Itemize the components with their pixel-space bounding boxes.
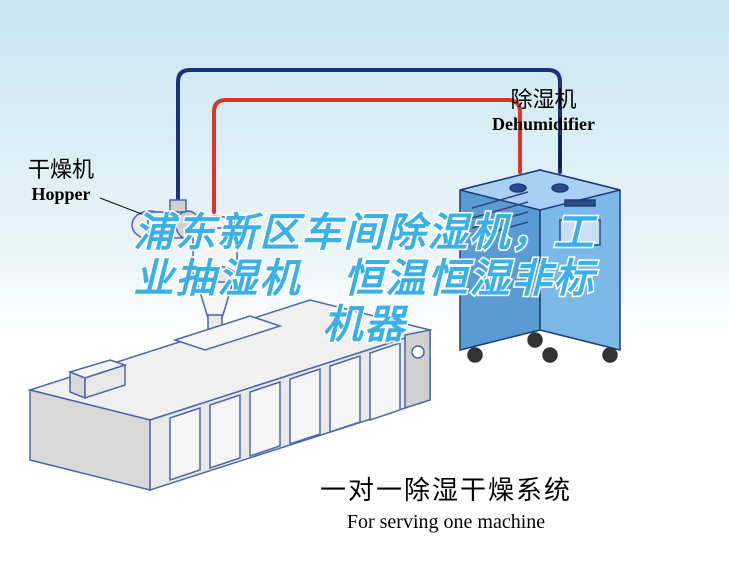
- overlay-line-1: 浦东新区车间除湿机，工: [25, 210, 705, 256]
- overlay-banner: 浦东新区车间除湿机，工 业抽湿机 恒温恒湿非标 机器: [25, 210, 705, 348]
- system-title-en: For serving one machine: [320, 511, 572, 534]
- dehumidifier-label-cn: 除湿机: [492, 82, 595, 114]
- system-title: 一对一除湿干燥系统 For serving one machine: [320, 470, 572, 534]
- hopper-label-cn: 干燥机: [28, 152, 94, 184]
- overlay-line-3: 机器: [25, 302, 705, 348]
- overlay-line-2: 业抽湿机 恒温恒湿非标: [25, 256, 705, 302]
- system-title-cn: 一对一除湿干燥系统: [320, 470, 572, 507]
- hopper-label-en: Hopper: [28, 184, 94, 205]
- hopper-label: 干燥机 Hopper: [28, 152, 94, 205]
- dehumidifier-label: 除湿机 Dehumidifier: [492, 82, 595, 135]
- dehumidifier-label-en: Dehumidifier: [492, 114, 595, 135]
